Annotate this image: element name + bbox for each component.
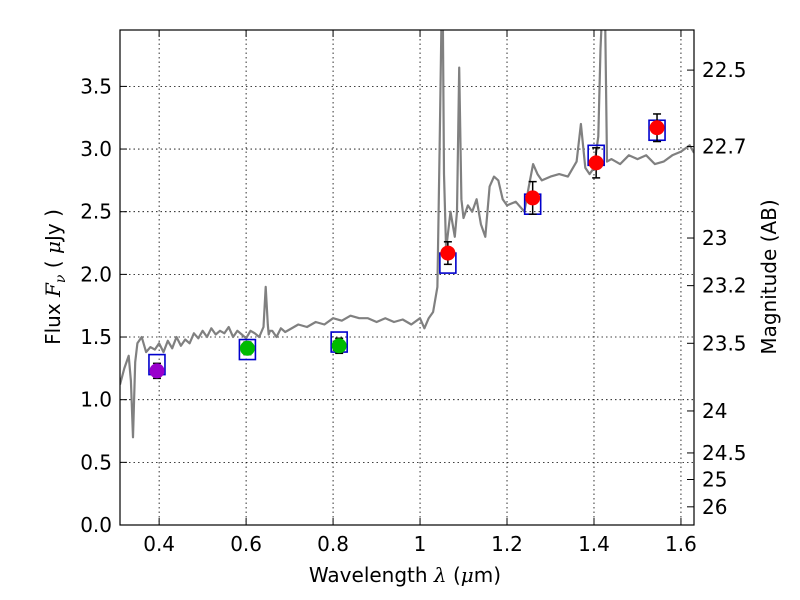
flux-point-band-3 [331, 338, 347, 354]
y-tick-label: 0.5 [80, 450, 112, 474]
mag-tick-label: 26 [702, 495, 727, 519]
mag-tick-label: 23.2 [702, 274, 747, 298]
x-tick-label: 0.8 [317, 532, 349, 556]
x-tick-label: 1.6 [665, 532, 697, 556]
x-tick-label: 1.4 [578, 532, 610, 556]
y-tick-label: 2.0 [80, 262, 112, 286]
y-tick-label: 1.5 [80, 325, 112, 349]
plot-area [120, 30, 694, 525]
y-tick-label: 1.0 [80, 388, 112, 412]
model-flux-box [238, 338, 257, 361]
flux-point-band-6 [588, 155, 604, 171]
y2-axis-label: Magnitude (AB) [757, 199, 781, 354]
flux-point-band-4 [440, 245, 456, 261]
mag-tick-label: 23.5 [702, 331, 747, 355]
x-axis-label: Wavelength λ (μm) [309, 563, 501, 587]
mag-tick-label: 24.5 [702, 441, 747, 465]
x-tick-label: 1 [414, 532, 427, 556]
mag-tick-label: 23 [702, 226, 727, 250]
x-tick-label: 0.4 [143, 532, 175, 556]
series [120, 30, 694, 439]
mag-tick-label: 25 [702, 468, 727, 492]
mag-tick-label: 24 [702, 399, 727, 423]
plot-frame [119, 29, 695, 526]
x-tick-label: 0.6 [230, 532, 262, 556]
y-tick-label: 3.5 [80, 74, 112, 98]
mag-tick-label: 22.5 [702, 58, 747, 82]
mag-tick-label: 22.7 [702, 135, 747, 159]
flux-point-band-2 [239, 340, 255, 356]
flux-point-band-7 [649, 120, 665, 136]
x-tick-label: 1.2 [491, 532, 523, 556]
flux-point-band-5 [525, 190, 541, 206]
model-spectrum-line [120, 30, 694, 439]
y-axis-label: Flux Fν ( μJy ) [41, 209, 69, 345]
ticks: 0.4 0.6 0.8 1 1.2 1.4 1.6 0.0 0.5 1.0 1.5 2.0 2.5 3.0… [80, 30, 747, 556]
flux-point-band-1 [149, 363, 165, 379]
y-tick-label: 0.0 [80, 513, 112, 537]
y-tick-label: 3.0 [80, 137, 112, 161]
y-tick-label: 2.5 [80, 200, 112, 224]
